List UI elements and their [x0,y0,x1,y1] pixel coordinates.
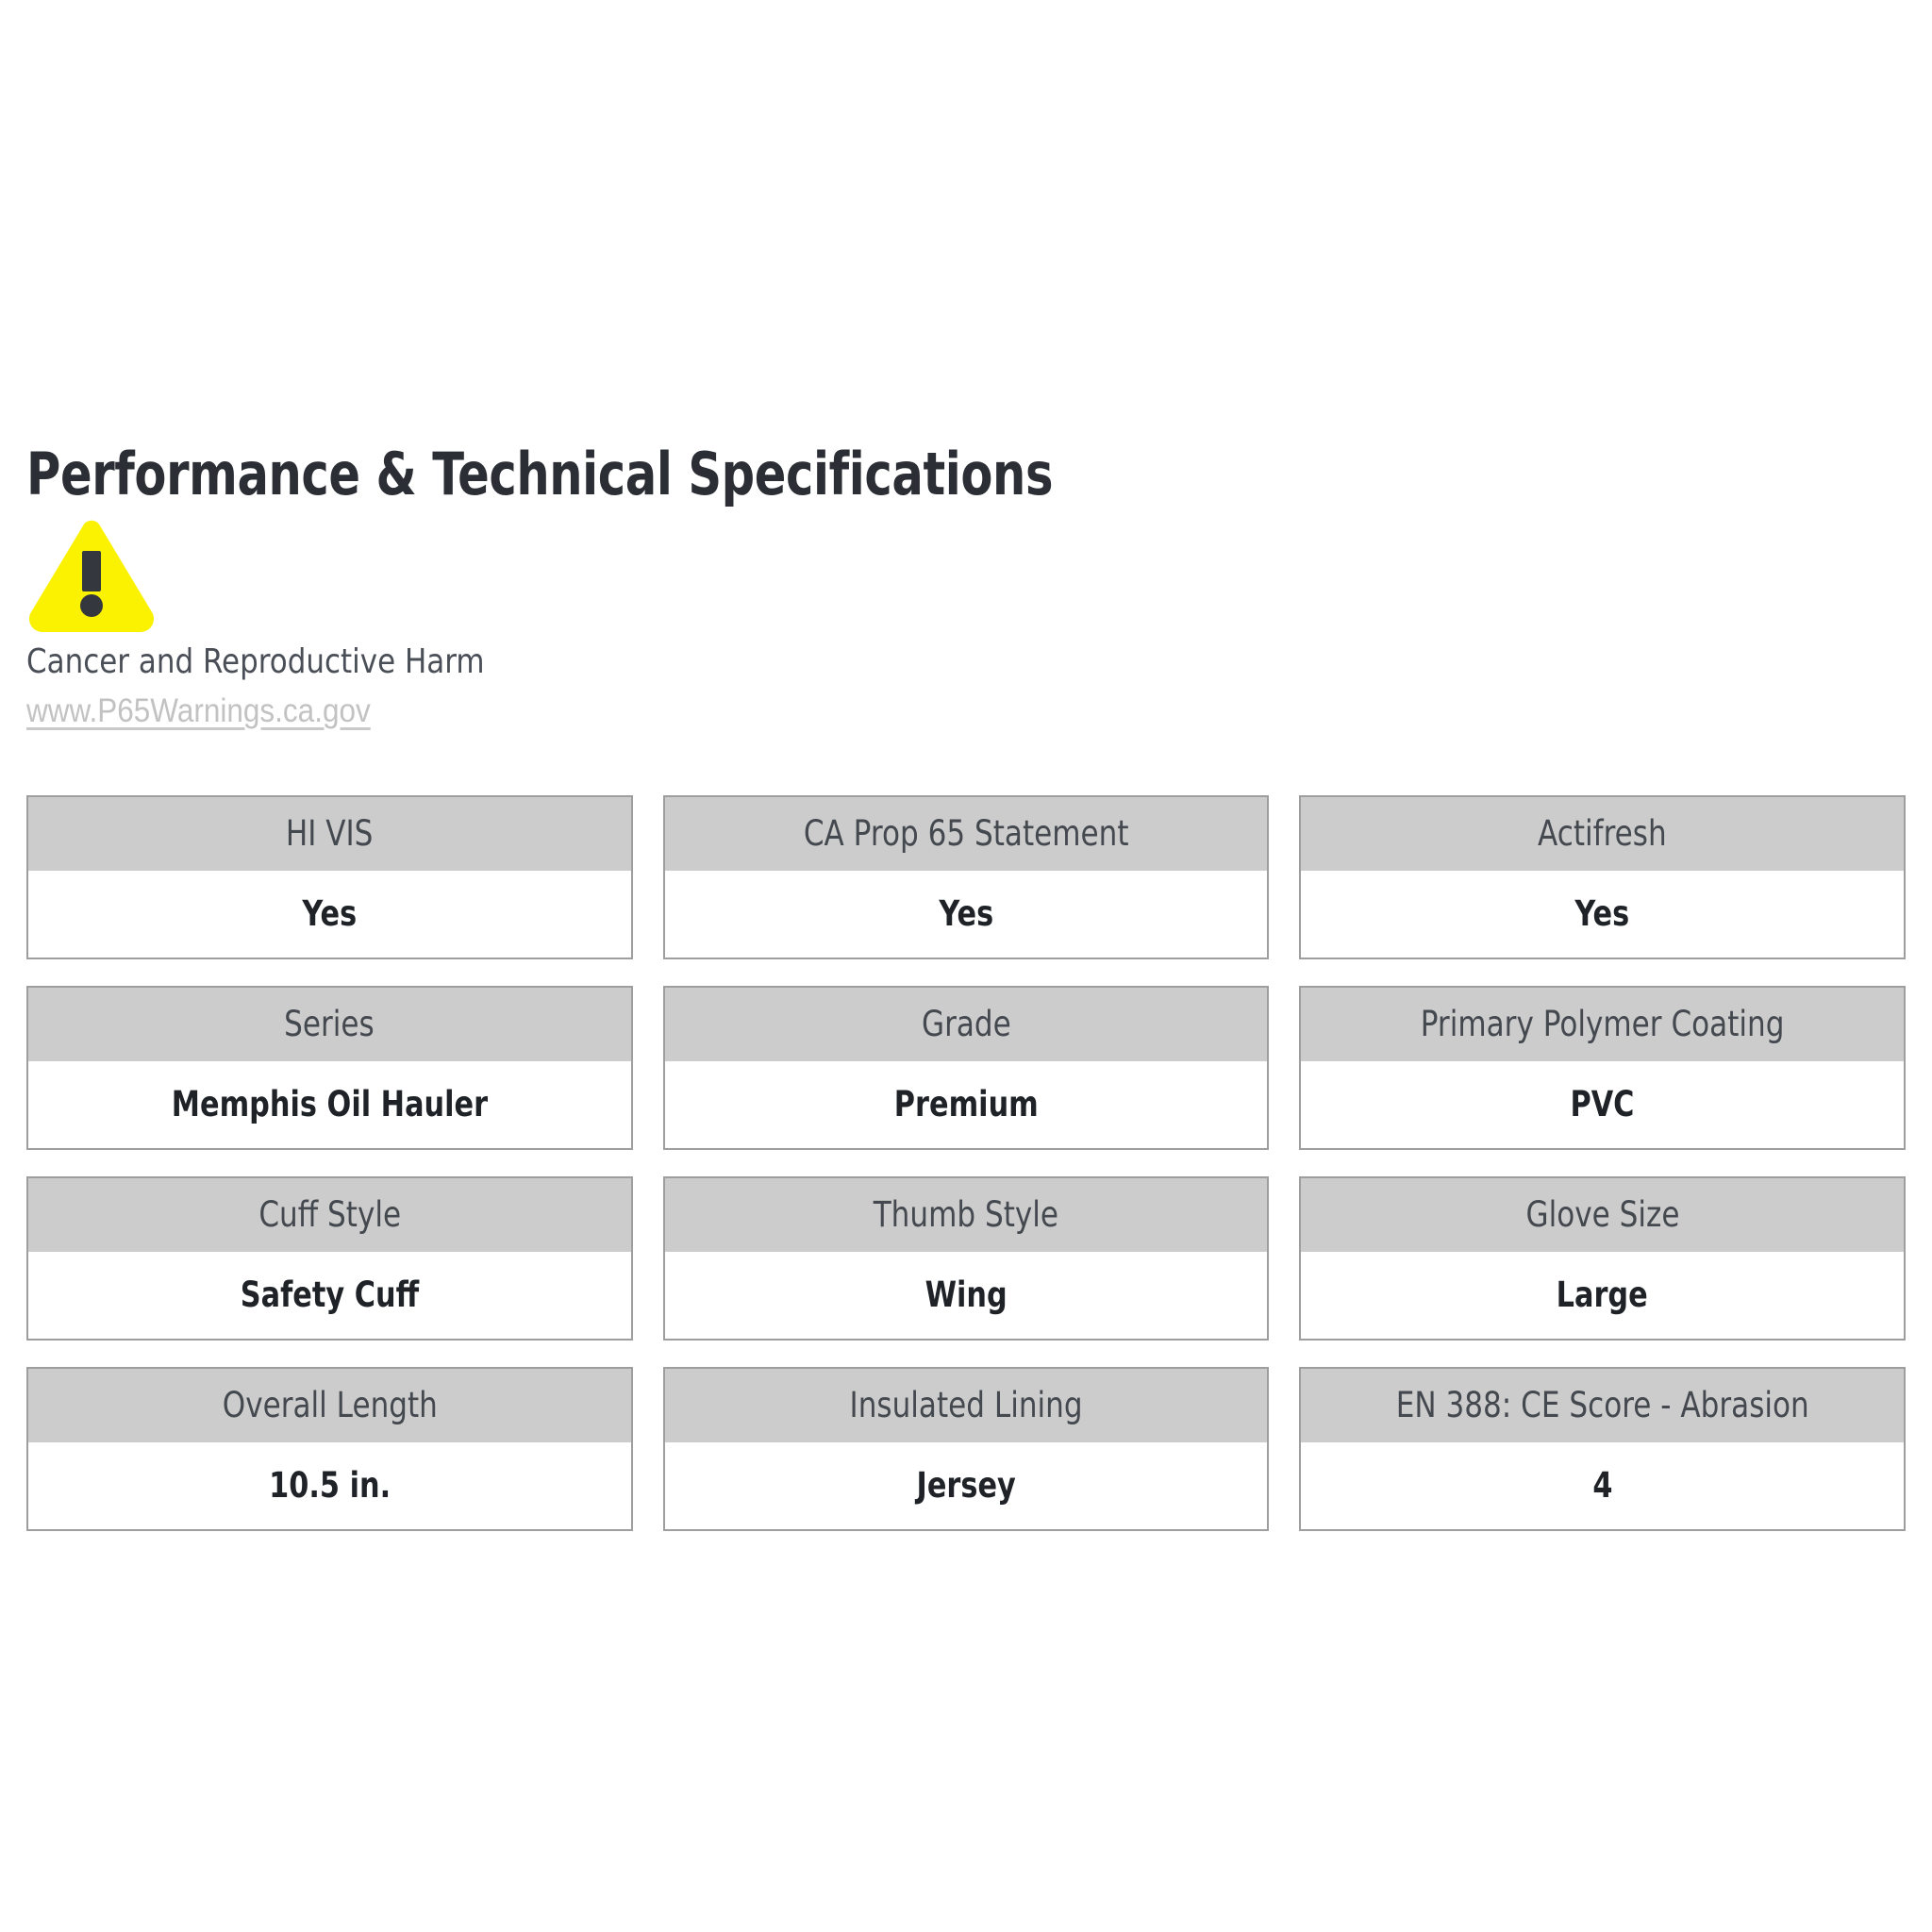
spec-card-ca-prop-65-statement: CA Prop 65 Statement Yes [662,795,1270,959]
spec-card-header: HI VIS [28,797,631,871]
spec-card-header: Insulated Lining [664,1369,1268,1442]
spec-card-overall-length: Overall Length 10.5 in. [26,1367,633,1531]
spec-card-value-text: Yes [1574,893,1630,934]
spec-card-label: HI VIS [286,813,374,854]
warning-triangle-icon [26,517,157,633]
spec-card-value: Yes [664,871,1268,958]
spec-card-en-388-ce-score-abrasion: EN 388: CE Score - Abrasion 4 [1299,1367,1907,1531]
spec-card-value: Memphis Oil Hauler [28,1061,631,1148]
spec-card-value-text: Wing [924,1274,1008,1315]
spec-card-header: Actifresh [1301,797,1905,871]
spec-card-value-text: 10.5 in. [268,1465,391,1506]
prop65-warning-block: Cancer and Reproductive Harm www.P65Warn… [26,517,781,732]
spec-card-header: Overall Length [28,1369,631,1442]
spec-card-label: CA Prop 65 Statement [803,813,1129,854]
spec-card-value: Premium [664,1061,1268,1148]
spec-card-header: Primary Polymer Coating [1301,988,1905,1061]
spec-card-label: Primary Polymer Coating [1420,1004,1785,1044]
spec-card-series: Series Memphis Oil Hauler [26,986,633,1150]
spec-card-primary-polymer-coating: Primary Polymer Coating PVC [1299,986,1907,1150]
spec-row: Cuff Style Safety Cuff Thumb Style Wing … [26,1176,1907,1341]
spec-row: Series Memphis Oil Hauler Grade Premium … [26,986,1907,1150]
spec-card-label: Series [284,1004,375,1044]
spec-card-label: EN 388: CE Score - Abrasion [1395,1385,1809,1425]
page-title: Performance & Technical Specifications [26,439,1054,508]
spec-row: Overall Length 10.5 in. Insulated Lining… [26,1367,1907,1531]
spec-card-value-text: Jersey [916,1465,1016,1506]
spec-card-header: Cuff Style [28,1178,631,1252]
spec-card-thumb-style: Thumb Style Wing [662,1176,1270,1341]
spec-card-header: Series [28,988,631,1061]
spec-card-value-text: Yes [939,893,993,934]
prop65-warning-link[interactable]: www.P65Warnings.ca.gov [26,692,371,729]
spec-card-value-text: PVC [1570,1084,1635,1124]
spec-card-header: Thumb Style [664,1178,1268,1252]
prop65-warning-text: Cancer and Reproductive Harm [26,642,485,681]
spec-card-value: Yes [1301,871,1905,958]
spec-card-header: Grade [664,988,1268,1061]
spec-card-value: Large [1301,1252,1905,1339]
spec-card-value: Yes [28,871,631,958]
spec-card-actifresh: Actifresh Yes [1299,795,1907,959]
spec-card-label: Overall Length [222,1385,438,1425]
spec-card-label: Insulated Lining [849,1385,1083,1425]
spec-card-grade: Grade Premium [662,986,1270,1150]
spec-card-value-text: Premium [893,1084,1039,1124]
spec-card-value: PVC [1301,1061,1905,1148]
specifications-grid: HI VIS Yes CA Prop 65 Statement Yes Acti… [26,795,1907,1557]
spec-card-header: Glove Size [1301,1178,1905,1252]
spec-card-value: Safety Cuff [28,1252,631,1339]
spec-card-cuff-style: Cuff Style Safety Cuff [26,1176,633,1341]
spec-card-value-text: 4 [1592,1465,1613,1506]
spec-card-label: Actifresh [1538,813,1668,854]
spec-card-header: EN 388: CE Score - Abrasion [1301,1369,1905,1442]
spec-card-value-text: Memphis Oil Hauler [171,1084,488,1124]
spec-card-insulated-lining: Insulated Lining Jersey [662,1367,1270,1531]
spec-card-value: 4 [1301,1442,1905,1529]
spec-card-label: Thumb Style [873,1194,1059,1235]
spec-card-glove-size: Glove Size Large [1299,1176,1907,1341]
spec-card-value: 10.5 in. [28,1442,631,1529]
spec-card-value-text: Safety Cuff [240,1274,420,1315]
spec-card-header: CA Prop 65 Statement [664,797,1268,871]
spec-card-value-text: Large [1557,1274,1649,1315]
spec-card-label: Grade [921,1004,1011,1044]
spec-card-label: Cuff Style [258,1194,401,1235]
spec-card-value: Jersey [664,1442,1268,1529]
spec-card-value-text: Yes [302,893,358,934]
spec-card-label: Glove Size [1525,1194,1680,1235]
spec-row: HI VIS Yes CA Prop 65 Statement Yes Acti… [26,795,1907,959]
spec-card-hi-vis: HI VIS Yes [26,795,633,959]
spec-card-value: Wing [664,1252,1268,1339]
